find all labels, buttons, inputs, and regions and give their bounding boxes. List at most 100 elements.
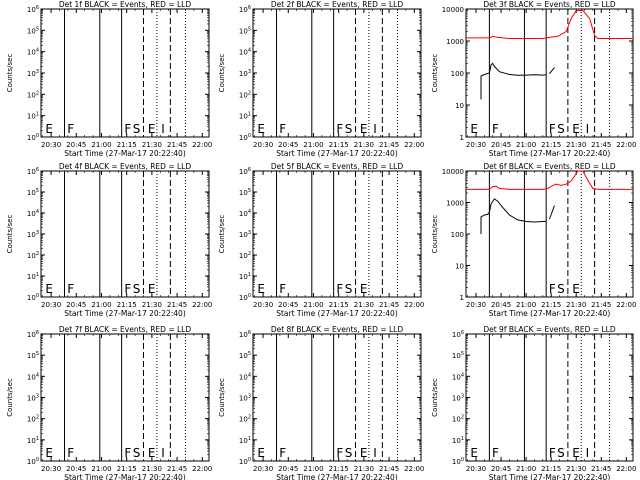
y-tick-label: 101 [27, 112, 39, 121]
y-tick-label: 102 [239, 415, 251, 424]
x-tick-label: 20:45 [66, 141, 86, 149]
plot-frame [252, 170, 422, 298]
x-tick-label: 21:15 [329, 301, 349, 309]
x-tick-label: 21:30 [142, 465, 162, 473]
interval-marker: S [345, 122, 353, 136]
x-tick-label: 21:15 [541, 141, 561, 149]
interval-marker: F [492, 446, 499, 460]
y-tick-label: 101 [452, 436, 464, 445]
x-axis-title: Start Time (27-Mar-17 20:22:40) [489, 309, 611, 318]
y-tick-label: 104 [239, 209, 251, 218]
interval-marker: E [572, 122, 580, 136]
x-tick-label: 21:00 [91, 141, 111, 149]
interval-marker: F [279, 282, 286, 296]
x-tick-label: 20:30 [253, 465, 273, 473]
chart-panel-4: Det 4f BLACK = Events, RED = LLD 100 101 10… [6, 162, 212, 318]
interval-marker: E [45, 122, 53, 136]
y-tick-label: 106 [452, 330, 464, 339]
y-tick-label: 101 [239, 272, 251, 281]
y-tick-label: 103 [239, 69, 251, 78]
y-axis-title: Counts/sec [6, 378, 14, 417]
x-tick-label: 21:30 [354, 141, 374, 149]
x-tick-label: 20:45 [66, 301, 86, 309]
interval-marker: I [161, 446, 165, 460]
x-tick-label: 21:00 [91, 301, 111, 309]
interval-marker: E [572, 282, 580, 296]
interval-marker: S [133, 446, 141, 460]
y-tick-label: 102 [27, 90, 39, 99]
y-tick-label: 102 [27, 251, 39, 260]
interval-marker: F [549, 446, 556, 460]
interval-marker: F [279, 122, 286, 136]
interval-marker: S [133, 282, 141, 296]
x-tick-label: 21:15 [117, 301, 137, 309]
x-tick-label: 21:00 [516, 301, 536, 309]
interval-marker: F [124, 282, 131, 296]
y-tick-label: 10 [455, 102, 464, 110]
plot-frame [40, 333, 210, 462]
chart-title: Det 4f BLACK = Events, RED = LLD [59, 162, 192, 171]
y-tick-label: 101 [27, 436, 39, 445]
x-tick-label: 20:45 [491, 141, 511, 149]
x-tick-label: 20:30 [41, 141, 61, 149]
interval-marker: E [45, 282, 53, 296]
y-tick-label: 10000 [442, 168, 464, 176]
x-tick-label: 21:15 [541, 465, 561, 473]
x-tick-label: 21:30 [142, 141, 162, 149]
y-tick-label: 105 [452, 351, 464, 360]
x-tick-label: 22:00 [616, 141, 636, 149]
chart-panel-2: Det 2f BLACK = Events, RED = LLD 100 101 10… [218, 0, 424, 158]
y-tick-label: 104 [27, 48, 39, 57]
x-tick-label: 21:15 [541, 301, 561, 309]
y-axis-title: Counts/sec [218, 215, 226, 254]
x-tick-label: 21:00 [91, 465, 111, 473]
chart-title: Det 8f BLACK = Events, RED = LLD [271, 325, 404, 334]
x-tick-label: 21:30 [566, 465, 586, 473]
y-tick-label: 1000 [446, 38, 464, 46]
chart-title: Det 6f BLACK = Events, RED = LLD [483, 162, 616, 171]
chart-panel-7: Det 7f BLACK = Events, RED = LLD 100 101 10… [6, 325, 212, 480]
y-tick-label: 100 [239, 457, 251, 466]
y-tick-label: 104 [239, 48, 251, 57]
interval-marker: I [373, 446, 377, 460]
x-tick-label: 22:00 [404, 465, 424, 473]
y-tick-label: 105 [27, 188, 39, 197]
y-tick-label: 104 [452, 372, 464, 381]
x-tick-label: 21:30 [142, 301, 162, 309]
y-tick-label: 100 [451, 231, 464, 239]
y-tick-label: 10 [455, 263, 464, 271]
chart-panel-6: Det 6f BLACK = Events, RED = LLD 1 10 100 10… [431, 162, 636, 318]
y-tick-label: 104 [27, 209, 39, 218]
interval-marker: E [148, 446, 156, 460]
interval-marker: F [124, 122, 131, 136]
plot-frame [40, 8, 210, 138]
interval-marker: F [279, 446, 286, 460]
y-tick-label: 102 [452, 415, 464, 424]
x-axis-title: Start Time (27-Mar-17 20:22:40) [64, 149, 186, 158]
y-tick-label: 100 [27, 293, 39, 302]
x-tick-label: 21:45 [167, 141, 187, 149]
series-line-lld [466, 170, 633, 190]
y-tick-label: 105 [239, 188, 251, 197]
x-tick-label: 21:30 [354, 465, 374, 473]
x-tick-label: 21:30 [354, 301, 374, 309]
chart-panel-8: Det 8f BLACK = Events, RED = LLD 100 101 10… [218, 325, 424, 480]
plot-frame [465, 333, 634, 462]
chart-title: Det 7f BLACK = Events, RED = LLD [59, 325, 192, 334]
y-tick-label: 102 [239, 251, 251, 260]
y-tick-label: 102 [239, 90, 251, 99]
y-tick-label: 103 [27, 394, 39, 403]
y-tick-label: 100 [27, 133, 39, 142]
interval-marker: E [148, 282, 156, 296]
x-tick-label: 21:15 [329, 465, 349, 473]
series-line-events [480, 198, 547, 234]
y-tick-label: 103 [27, 230, 39, 239]
interval-marker: S [557, 446, 565, 460]
interval-marker: F [336, 122, 343, 136]
y-tick-label: 1 [460, 294, 464, 302]
x-axis-title: Start Time (27-Mar-17 20:22:40) [276, 309, 398, 318]
x-tick-label: 21:15 [117, 465, 137, 473]
interval-marker: E [360, 282, 368, 296]
interval-marker: F [492, 122, 499, 136]
y-tick-label: 103 [239, 394, 251, 403]
